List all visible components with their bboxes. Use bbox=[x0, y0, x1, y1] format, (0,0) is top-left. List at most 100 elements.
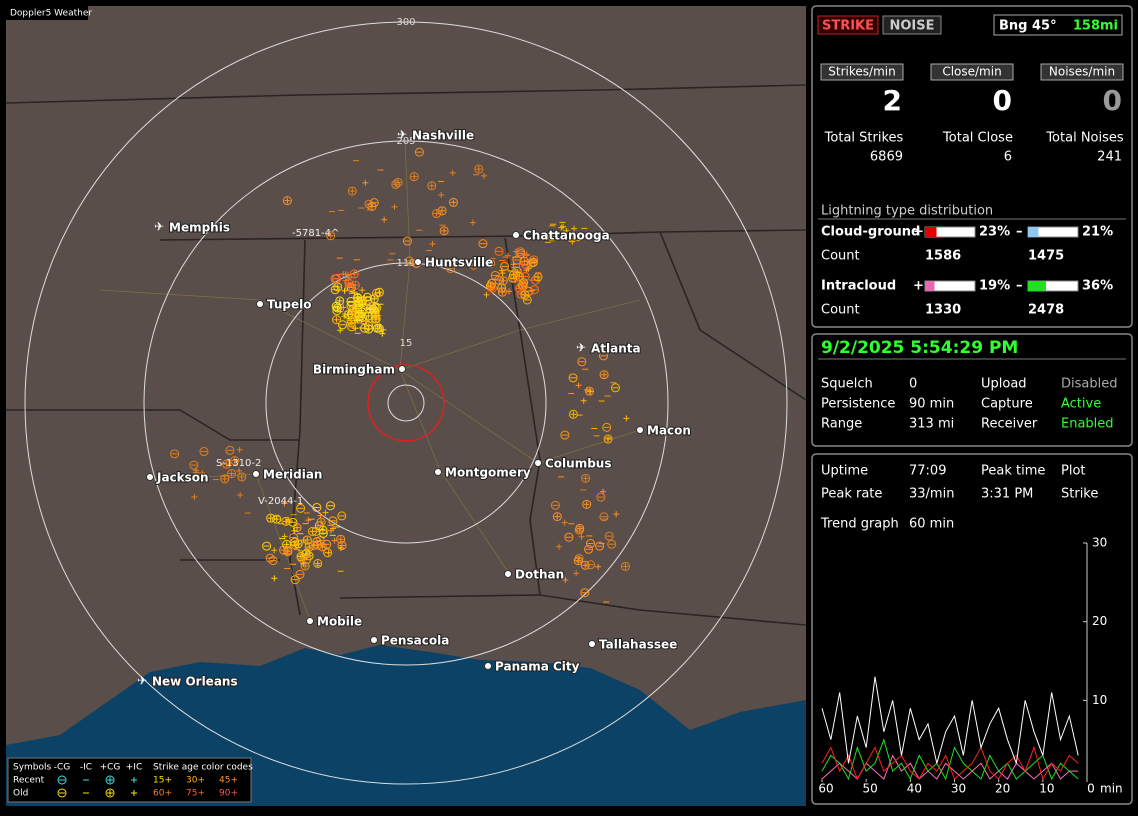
y-tick-label: 10 bbox=[1092, 693, 1107, 707]
symbol-ring bbox=[170, 449, 180, 459]
symbol-ring bbox=[281, 516, 291, 526]
strike-symbol bbox=[518, 280, 528, 290]
legend-age: 60+ bbox=[153, 789, 172, 799]
strike-symbol bbox=[438, 191, 445, 198]
symbol-ring bbox=[300, 561, 310, 571]
city-dot bbox=[252, 470, 260, 478]
range-ring bbox=[143, 140, 669, 666]
symbol-ring bbox=[367, 201, 377, 211]
strike-symbol bbox=[602, 422, 612, 432]
strike-symbol bbox=[610, 383, 620, 393]
symbol-ring bbox=[316, 517, 326, 527]
city-label: Meridian bbox=[263, 468, 322, 482]
city-label: Montgomery bbox=[445, 466, 531, 480]
strike-symbol bbox=[290, 575, 300, 585]
y-tick-label: 30 bbox=[1092, 536, 1107, 550]
strike-symbol bbox=[374, 287, 384, 297]
legend-type: -IC bbox=[80, 763, 92, 773]
strike-symbol bbox=[302, 555, 312, 565]
legend-age: 15+ bbox=[153, 776, 172, 786]
rate-button bbox=[930, 63, 1014, 81]
symbol-ring bbox=[610, 383, 620, 393]
sign: + bbox=[913, 225, 924, 240]
strike-symbol bbox=[448, 197, 458, 207]
count: 1475 bbox=[1028, 249, 1064, 264]
symbol-ring bbox=[344, 282, 354, 292]
symbol-ring bbox=[315, 536, 325, 546]
strike-symbol bbox=[330, 274, 340, 284]
strike-symbol bbox=[500, 261, 510, 271]
strike-symbol bbox=[499, 270, 506, 277]
strike-symbol bbox=[353, 308, 360, 315]
symbol-ring bbox=[586, 560, 596, 570]
symbol-ring bbox=[485, 258, 495, 268]
symbol-ring bbox=[485, 281, 495, 291]
strike-symbol bbox=[437, 206, 447, 216]
city-label: Huntsville bbox=[425, 256, 493, 270]
legend-row-label: Old bbox=[13, 789, 28, 799]
symbol-ring bbox=[105, 788, 115, 798]
strike-symbol bbox=[487, 283, 497, 293]
strike-symbol bbox=[170, 449, 180, 459]
symbol-ring bbox=[363, 311, 373, 321]
strike-symbol bbox=[568, 373, 578, 383]
trend-line bbox=[821, 745, 1079, 781]
city-label: New Orleans bbox=[152, 675, 238, 689]
legend-age-title: Strike age color codes bbox=[153, 763, 253, 773]
ring-label: 15 bbox=[400, 338, 413, 349]
symbol-ring bbox=[522, 295, 532, 305]
symbol-ring bbox=[494, 275, 504, 285]
strike-symbol bbox=[371, 314, 381, 324]
mode-button-label[interactable]: STRIKE bbox=[822, 19, 874, 34]
status-box bbox=[811, 333, 1133, 447]
sign: – bbox=[1016, 279, 1023, 294]
strike-symbol bbox=[338, 320, 348, 330]
map-legend: Symbols -CG -IC +CG +IC Strike age color code… bbox=[7, 757, 253, 803]
stats-text: Uptime bbox=[821, 464, 868, 479]
strike-symbol bbox=[595, 541, 605, 551]
strike-symbol bbox=[561, 519, 568, 526]
total-value: 6869 bbox=[870, 150, 903, 165]
sign: – bbox=[1016, 225, 1023, 240]
count-label: Count bbox=[821, 249, 860, 264]
strike-symbol bbox=[220, 474, 230, 484]
strike-symbol bbox=[332, 315, 342, 325]
stats-text: 77:09 bbox=[909, 464, 946, 479]
symbol-ring bbox=[520, 290, 530, 300]
strike-symbol bbox=[349, 269, 359, 279]
bar bbox=[1028, 227, 1039, 237]
total-value: 241 bbox=[1097, 150, 1122, 165]
city-label: Tupelo bbox=[267, 298, 312, 312]
ring-label: 205 bbox=[396, 136, 415, 147]
count: 1586 bbox=[925, 249, 961, 264]
strike-symbol bbox=[563, 227, 570, 234]
strike-symbol bbox=[353, 295, 363, 305]
mode-button-label[interactable]: NOISE bbox=[889, 19, 934, 34]
strike-symbol bbox=[370, 303, 380, 313]
symbol-ring bbox=[596, 492, 606, 502]
strike-symbol bbox=[485, 258, 495, 268]
symbol-ring bbox=[290, 540, 300, 550]
strike-symbol bbox=[478, 239, 488, 249]
strike-symbol bbox=[474, 164, 484, 174]
strike-symbol bbox=[296, 503, 306, 513]
symbol-ring bbox=[347, 186, 357, 196]
symbol-ring bbox=[478, 239, 488, 249]
cell-label: -5781-4^ bbox=[292, 228, 339, 239]
strike-symbol bbox=[595, 563, 602, 570]
strike-symbol bbox=[199, 447, 209, 457]
trend-line bbox=[821, 676, 1079, 764]
status-text: Persistence bbox=[821, 397, 895, 412]
strike-symbol bbox=[292, 523, 302, 533]
legend-age: 75+ bbox=[186, 789, 205, 799]
symbol-ring bbox=[237, 472, 247, 482]
stats-text: 33/min bbox=[909, 487, 954, 502]
legend-type: +IC bbox=[126, 763, 142, 773]
symbol-ring bbox=[292, 523, 302, 533]
bar bbox=[1028, 281, 1046, 291]
strike-symbol bbox=[585, 539, 595, 549]
strike-symbol bbox=[516, 261, 523, 268]
symbol-ring bbox=[330, 285, 340, 295]
type-label: Intracloud bbox=[821, 279, 896, 294]
strike-symbol bbox=[221, 459, 231, 469]
